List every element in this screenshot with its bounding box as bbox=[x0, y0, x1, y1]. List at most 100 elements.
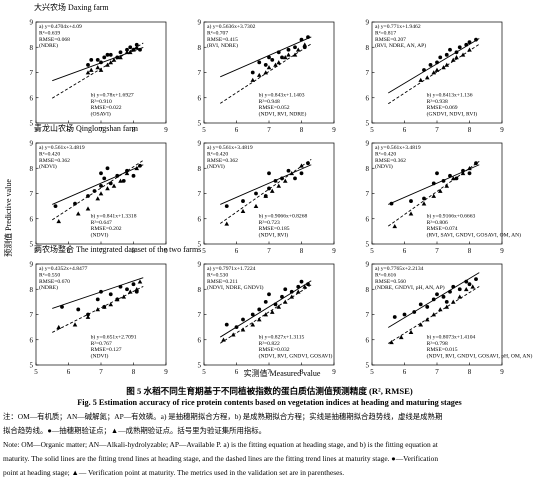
x-tick-label: 8 bbox=[132, 247, 136, 255]
heading-point bbox=[428, 63, 433, 67]
eq-a-rmse: RMSE=0.560 bbox=[375, 279, 406, 285]
y-tick-label: 6 bbox=[366, 94, 370, 102]
x-tick-label: 8 bbox=[132, 126, 136, 134]
heading-point bbox=[102, 55, 107, 60]
maturity-point bbox=[98, 191, 104, 196]
y-tick-label: 8 bbox=[366, 286, 370, 294]
heading-point bbox=[273, 178, 278, 183]
eq-b-metrics: (NDVI, RVI, GNDVI, GOSAVI, pH, OM, AN) bbox=[427, 353, 533, 360]
maturity-point bbox=[299, 163, 304, 168]
heading-point bbox=[267, 171, 271, 176]
eq-a-metrics: (NDVI) bbox=[39, 163, 57, 170]
y-tick-label: 6 bbox=[198, 94, 202, 102]
y-tick-label: 6 bbox=[366, 215, 370, 223]
heading-point bbox=[448, 47, 452, 52]
heading-point bbox=[267, 186, 271, 191]
heading-point bbox=[118, 50, 123, 55]
maturity-point bbox=[467, 47, 472, 52]
maturity-point bbox=[302, 284, 308, 289]
heading-trend-line bbox=[388, 38, 480, 94]
eq-a-metrics: (NDRE, GNDVI, pH, AN, AP) bbox=[375, 284, 445, 291]
x-axis-label: 实测值 Measured value bbox=[244, 368, 321, 378]
heading-point bbox=[299, 279, 304, 284]
heading-point bbox=[283, 287, 288, 292]
eq-a-r2: R²=0.639 bbox=[39, 30, 60, 36]
heading-point bbox=[293, 45, 297, 50]
y-tick-label: 6 bbox=[366, 336, 370, 344]
maturity-point bbox=[431, 193, 437, 198]
maturity-point bbox=[111, 57, 117, 62]
heading-point bbox=[257, 307, 262, 312]
maturity-point bbox=[256, 72, 262, 77]
heading-point bbox=[444, 52, 449, 57]
y-tick-label: 8 bbox=[198, 165, 202, 173]
heading-point bbox=[267, 292, 271, 297]
maturity-point bbox=[85, 206, 91, 211]
maturity-point bbox=[72, 322, 78, 327]
eq-b-r2: R²=0.948 bbox=[259, 99, 280, 105]
heading-point bbox=[409, 199, 413, 203]
maturity-point bbox=[460, 171, 466, 176]
x-tick-label: 8 bbox=[132, 368, 136, 376]
eq-a-eq: a) y=0.7765x+2.2134 bbox=[375, 265, 424, 272]
maturity-point bbox=[95, 65, 101, 70]
y-tick-label: 7 bbox=[366, 190, 370, 198]
maturity-point bbox=[85, 70, 91, 75]
eq-a-rmse: RMSE=0.068 bbox=[39, 37, 70, 43]
maturity-point bbox=[105, 186, 110, 191]
maturity-point bbox=[256, 317, 262, 322]
y-axis-label: 预测值 Predictive value bbox=[3, 179, 13, 257]
maturity-point bbox=[85, 314, 91, 319]
eq-b-metrics: (NDVI, RVI, NDRE) bbox=[259, 111, 307, 118]
heading-point bbox=[105, 52, 110, 57]
y-tick-label: 8 bbox=[366, 165, 370, 173]
heading-point bbox=[99, 171, 103, 176]
maturity-point bbox=[263, 193, 269, 198]
eq-a-metrics: (NDVI, NDRE, GNDVI) bbox=[207, 284, 264, 291]
maturity-point bbox=[221, 337, 226, 342]
heading-point bbox=[263, 63, 268, 67]
eq-b-eq: b) y=0.9166x+0.6663 bbox=[427, 212, 476, 219]
heading-point bbox=[89, 57, 94, 62]
y-tick-label: 8 bbox=[30, 165, 34, 173]
heading-point bbox=[422, 196, 426, 201]
maturity-point bbox=[124, 50, 130, 55]
y-tick-label: 9 bbox=[366, 19, 370, 27]
heading-point bbox=[464, 42, 469, 47]
heading-point bbox=[224, 322, 229, 327]
maturity-point bbox=[295, 47, 301, 52]
heading-point bbox=[448, 173, 452, 178]
heading-point bbox=[457, 287, 462, 292]
heading-point bbox=[448, 289, 452, 294]
x-tick-label: 8 bbox=[468, 126, 472, 134]
eq-a-eq: a) y=0.4704x+4.09 bbox=[39, 23, 82, 30]
heading-point bbox=[138, 163, 142, 168]
note-line-2: 拟合趋势线。●—抽穗期验证点；▲—成熟期验证点。括号里为验证集所用指标。 bbox=[3, 426, 267, 435]
maturity-point bbox=[105, 62, 110, 67]
x-tick-label: 5 bbox=[202, 126, 206, 134]
maturity-point bbox=[282, 55, 288, 60]
eq-a-metrics: (NDRE) bbox=[39, 42, 58, 49]
eq-b-eq: b) y=0.9066x+0.8268 bbox=[259, 212, 308, 219]
maturity-point bbox=[273, 62, 278, 67]
eq-a-eq: a) y=0.561x+3.4819 bbox=[375, 144, 421, 151]
heading-point bbox=[108, 181, 113, 186]
maturity-point bbox=[269, 188, 275, 193]
x-tick-label: 6 bbox=[403, 368, 407, 376]
eq-a-metrics: (NDVI) bbox=[375, 163, 393, 170]
heading-point bbox=[299, 37, 304, 42]
maturity-point bbox=[127, 50, 133, 55]
eq-a-rmse: RMSE=0.415 bbox=[207, 37, 238, 43]
row-title: 青龙山农场 Qinglongshan farm bbox=[34, 123, 139, 133]
maturity-point bbox=[295, 289, 301, 294]
maturity-point bbox=[98, 67, 104, 72]
heading-point bbox=[99, 289, 103, 294]
heading-point bbox=[99, 184, 103, 188]
maturity-point bbox=[240, 327, 246, 332]
heading-point bbox=[115, 55, 120, 60]
heading-point bbox=[467, 171, 472, 176]
y-tick-label: 7 bbox=[30, 190, 34, 198]
y-tick-label: 5 bbox=[366, 120, 370, 128]
